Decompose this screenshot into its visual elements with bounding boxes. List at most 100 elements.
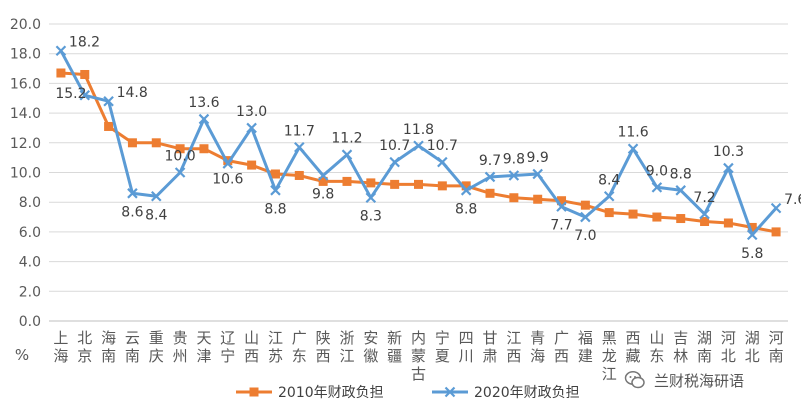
data-label-2020: 8.8 [264, 201, 286, 217]
data-point-2020 [508, 170, 520, 181]
data-label-2020: 11.8 [403, 122, 434, 138]
x-tick-label: 西藏 [626, 329, 641, 365]
data-label-2020: 8.8 [455, 201, 477, 217]
data-label-2020: 11.6 [617, 125, 648, 141]
data-point-2010 [700, 217, 710, 227]
x-tick-label: 辽宁 [220, 329, 235, 365]
data-point-2010 [247, 160, 257, 170]
data-label-2020: 9.8 [503, 151, 525, 167]
y-tick-label: 14.0 [10, 106, 41, 122]
data-label-2020: 9.9 [527, 150, 549, 166]
y-tick-label: 6.0 [19, 225, 41, 241]
data-point-2010 [461, 181, 471, 191]
data-label-2020: 10.7 [427, 138, 458, 154]
data-label-2020: 9.0 [646, 163, 668, 179]
x-tick-label: 浙江 [339, 329, 354, 365]
x-tick-label: 宁夏 [435, 329, 450, 365]
data-point-2020 [222, 158, 234, 169]
wechat-icon [624, 371, 645, 389]
data-point-2010 [771, 227, 781, 237]
data-point-2010 [270, 169, 280, 179]
data-point-2020 [246, 122, 257, 134]
y-tick-label: 4.0 [19, 255, 41, 271]
data-label-2020: 9.8 [312, 186, 334, 202]
data-point-2020 [484, 171, 496, 183]
data-label-2020: 13.6 [188, 95, 219, 111]
data-point-2010 [747, 222, 757, 232]
data-point-2020 [532, 168, 543, 180]
x-tick-label: 江西 [506, 329, 521, 365]
data-label-2020: 11.2 [331, 131, 362, 147]
data-point-2020 [723, 162, 734, 174]
x-tick-label: 天津 [196, 329, 211, 365]
x-tick-label: 广西 [554, 329, 569, 365]
x-tick-label: 重庆 [149, 329, 164, 365]
x-tick-label: 云南 [125, 329, 140, 365]
data-label-2020: 8.4 [598, 172, 620, 188]
data-label-2020: 8.3 [360, 209, 382, 225]
data-point-2020 [556, 201, 567, 212]
x-tick-label: 安徽 [363, 329, 378, 365]
data-label-2020: 7.0 [574, 228, 596, 244]
data-point-2020 [103, 95, 114, 107]
x-tick-label: 黑龙江 [602, 329, 617, 383]
data-label-2020: 7.7 [550, 218, 572, 234]
x-tick-label: 贵州 [173, 329, 188, 365]
x-tick-label: 山西 [244, 329, 259, 365]
data-point-2010 [557, 196, 567, 206]
legend-marker-2010 [249, 387, 259, 397]
data-point-2010 [580, 200, 590, 210]
x-tick-label: 陕西 [316, 329, 331, 365]
data-label-2020: 10.7 [379, 138, 410, 154]
data-point-2020 [770, 202, 782, 214]
data-point-2020 [580, 211, 591, 223]
y-axis-unit-label: % [15, 346, 29, 364]
data-point-2020 [317, 170, 329, 181]
data-point-2010 [56, 68, 66, 78]
data-point-2020 [365, 192, 377, 204]
data-point-2010 [199, 144, 209, 154]
data-point-2020 [627, 143, 639, 155]
data-label-2020: 8.8 [670, 166, 692, 182]
legend-label-2: 2020年财政负担 [474, 385, 580, 401]
data-point-2020 [55, 45, 67, 57]
data-label-2010: 10.6 [212, 172, 243, 188]
y-tick-label: 2.0 [19, 284, 41, 300]
data-point-2010 [437, 181, 447, 191]
x-tick-label: 甘肃 [483, 329, 498, 365]
x-tick-label: 北京 [77, 329, 92, 365]
data-point-2010 [151, 138, 161, 148]
data-point-2020 [270, 185, 281, 196]
y-tick-label: 18.0 [10, 47, 41, 63]
data-point-2010 [414, 179, 423, 189]
x-tick-label: 湖南 [697, 329, 712, 365]
x-tick-label: 青海 [530, 329, 545, 365]
data-point-2010 [509, 193, 519, 203]
data-point-2010 [676, 214, 686, 224]
x-tick-label: 四川 [459, 329, 474, 365]
data-point-2010 [485, 188, 495, 198]
data-label-2020: 10.0 [165, 149, 196, 165]
data-point-2010 [175, 144, 185, 154]
x-tick-label: 上海 [53, 329, 68, 365]
data-point-2020 [603, 190, 615, 202]
y-tick-label: 16.0 [10, 76, 41, 92]
data-point-2020 [150, 190, 162, 202]
y-tick-label: 12.0 [10, 136, 41, 152]
x-tick-label: 吉林 [673, 329, 688, 365]
data-point-2020 [460, 185, 472, 196]
x-tick-label: 河北 [721, 329, 736, 365]
data-point-2020 [198, 113, 210, 125]
data-label-2020: 7.6 [784, 192, 801, 208]
data-point-2010 [652, 212, 662, 222]
data-point-2010 [342, 176, 352, 186]
data-point-2020 [651, 182, 663, 193]
data-point-2020 [79, 90, 91, 101]
x-tick-label: 江苏 [268, 329, 283, 365]
watermark-text: 兰财税海研语 [654, 371, 745, 390]
data-label-2020: 18.2 [69, 35, 100, 51]
data-label-2020: 8.4 [145, 207, 167, 223]
data-label-2020: 14.8 [117, 85, 148, 101]
data-label-2020: 10.3 [713, 144, 744, 160]
